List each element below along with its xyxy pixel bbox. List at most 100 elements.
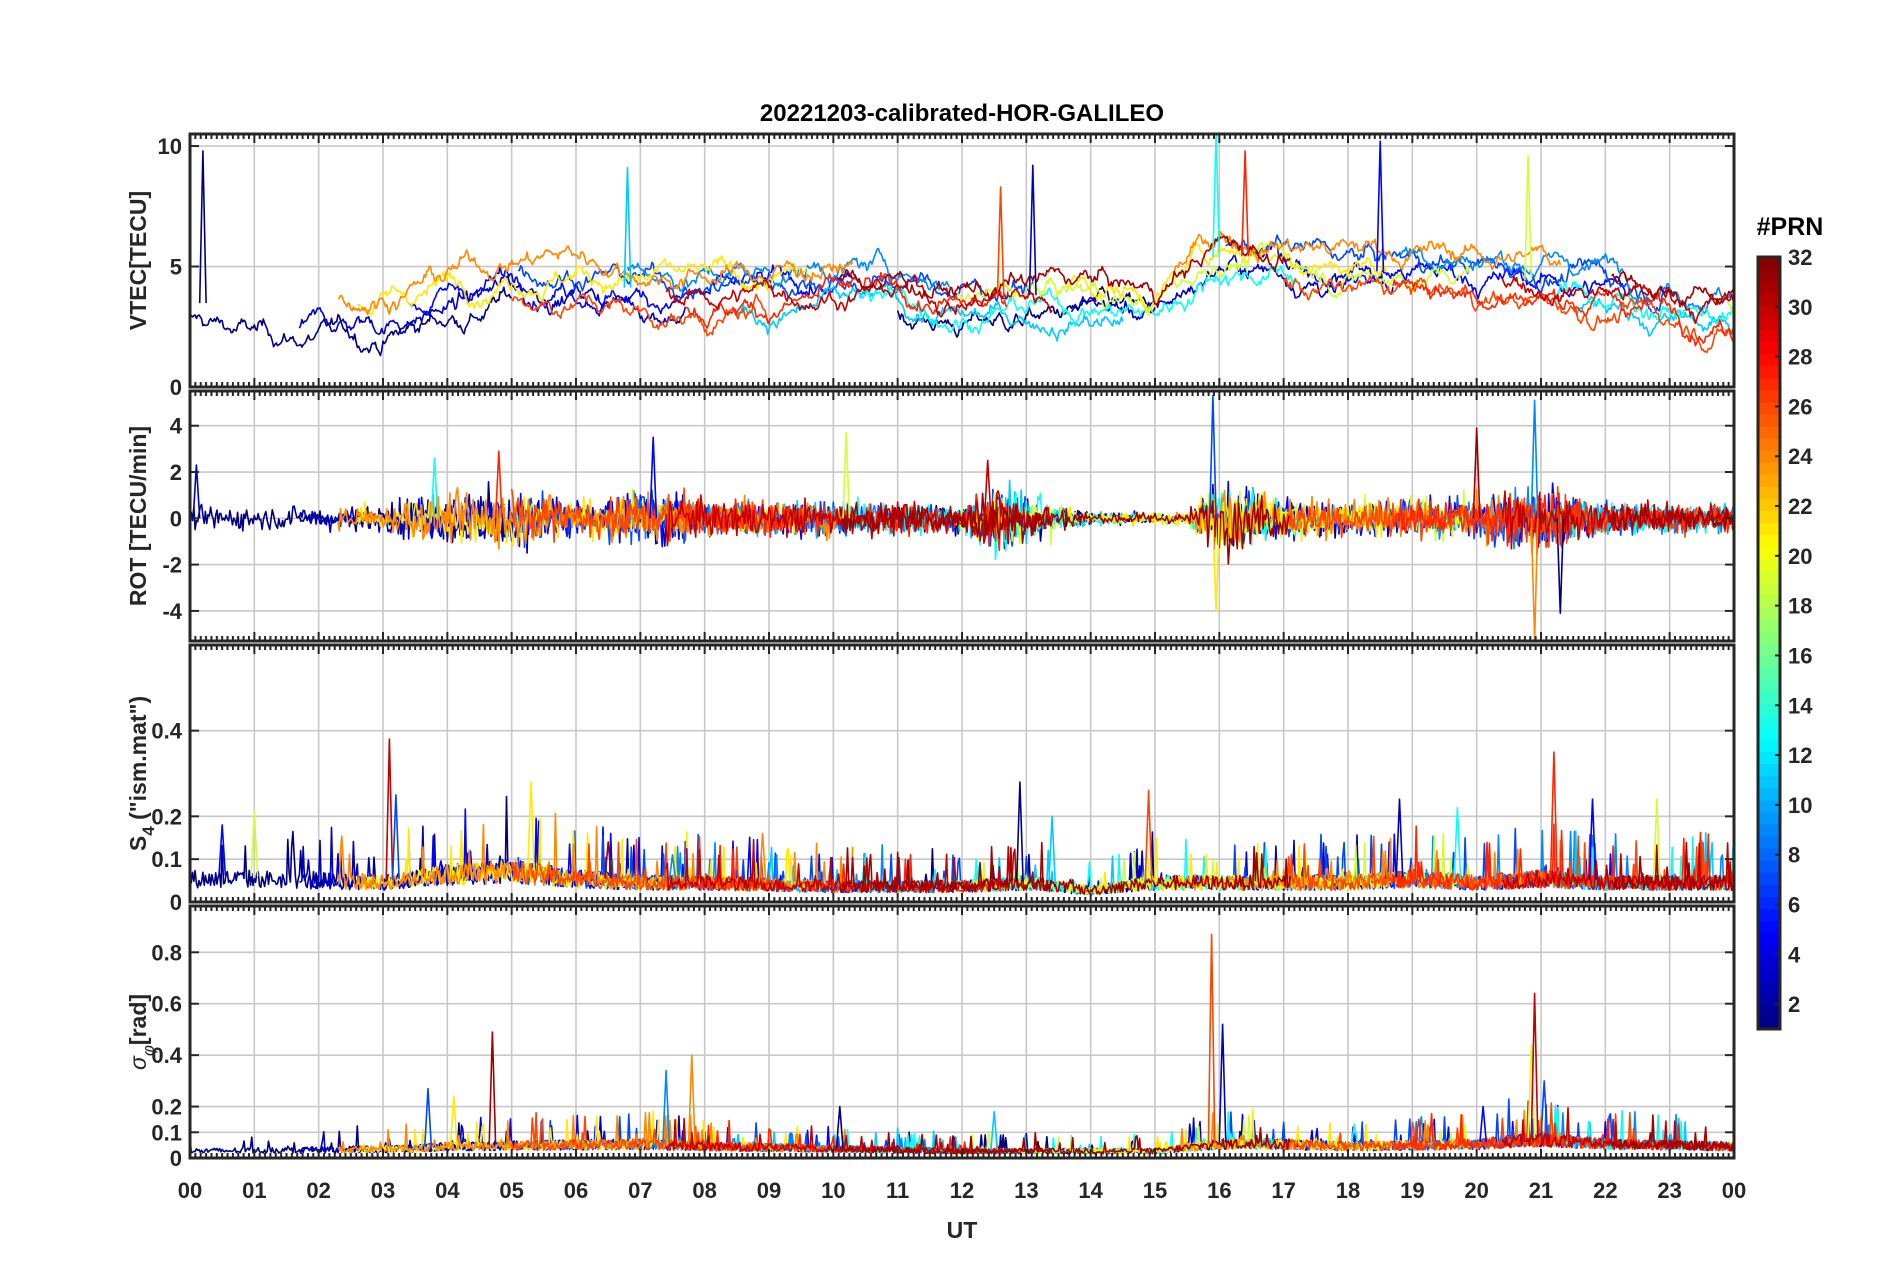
sigphi-y-tick-label: 0.1 [151, 1120, 182, 1145]
colorbar-segment [1758, 353, 1780, 367]
colorbar-segment [1758, 908, 1780, 922]
prn-13-trace [845, 264, 1734, 335]
peak-trace [842, 431, 851, 519]
s4-y-tick-label: 0.1 [151, 847, 182, 872]
prn-31-trace [839, 235, 1734, 306]
x-tick-label: 20 [1464, 1178, 1488, 1203]
peak-trace [1015, 781, 1024, 882]
colorbar-tick-label: 30 [1788, 295, 1812, 320]
colorbar-tick-label: 2 [1788, 992, 1800, 1017]
colorbar-segment [1758, 437, 1780, 451]
colorbar-segment [1758, 775, 1780, 789]
colorbar-segment [1758, 679, 1780, 692]
prn-1-trace [190, 285, 1156, 357]
peak-trace [192, 464, 201, 519]
colorbar-segment [1758, 510, 1780, 523]
colorbar-segment [1758, 980, 1780, 994]
colorbar-segment [1758, 703, 1780, 716]
peak-trace [1241, 150, 1250, 257]
colorbar-segment [1758, 269, 1780, 282]
colorbar-segment [1758, 474, 1780, 487]
colorbar-segment [1758, 860, 1780, 873]
s4-traces [190, 738, 1734, 896]
x-tick-label: 04 [435, 1178, 460, 1203]
peak-trace [758, 832, 767, 883]
colorbar-segment [1758, 257, 1780, 270]
peak-trace [990, 1110, 999, 1151]
peak-trace [198, 150, 207, 304]
colorbar-segment [1758, 727, 1780, 741]
sigphi-y-tick-label: 0 [170, 1146, 182, 1171]
colorbar-tick-label: 26 [1788, 394, 1812, 419]
colorbar-segment [1758, 799, 1780, 813]
vtec-y-tick-label: 5 [170, 255, 182, 280]
x-tick-labels: 00 01 02 03 04 05 06 07 08 09 10 11 12 13 14 15 16 17 18 19… [178, 1178, 1746, 1203]
colorbar-segment [1758, 594, 1780, 608]
x-tick-label: 16 [1207, 1178, 1231, 1203]
panel-rot: -4 -2 0 2 4 ROT [TECU/min] [125, 389, 1736, 643]
peak-trace [996, 186, 1005, 298]
colorbar-tick-label: 12 [1788, 743, 1812, 768]
peak-trace [1218, 1023, 1227, 1143]
colorbar-tick-label: 32 [1788, 245, 1812, 270]
colorbar-segment [1758, 570, 1780, 584]
colorbar-tick-label: 4 [1788, 942, 1801, 967]
colorbar-segment [1758, 992, 1780, 1006]
panel-s4: 0 0.1 0.2 0.4S4 ("ism.mat") [125, 643, 1736, 915]
peak-trace [1144, 789, 1153, 882]
colorbar-segment [1758, 932, 1780, 946]
panel-sigphi: 00.10.2 0.4 0.6 0.8 σφ[rad] [125, 904, 1736, 1171]
colorbar-segment [1758, 450, 1780, 463]
s4-y-tick-label: 0.2 [151, 804, 182, 829]
peak-trace [835, 1105, 844, 1148]
colorbar-tick-label: 14 [1788, 693, 1813, 718]
sigphi-y-axis-label: σφ[rad] [125, 994, 158, 1070]
peak-trace [1208, 394, 1217, 519]
colorbar-segment [1758, 425, 1780, 439]
colorbar-segment [1758, 944, 1780, 958]
peak-trace [1479, 1105, 1488, 1143]
peak-trace [1350, 1123, 1359, 1146]
colorbar-title: #PRN [1757, 213, 1824, 241]
colorbar-segment [1758, 329, 1780, 343]
peak-trace [1212, 134, 1221, 258]
peak-trace [488, 1031, 497, 1145]
colorbar-segment [1758, 763, 1780, 777]
x-tick-label: 15 [1143, 1178, 1167, 1203]
colorbar-segment [1758, 691, 1780, 704]
colorbar-segment [1758, 655, 1780, 668]
peak-trace [1376, 140, 1385, 272]
peak-trace [1472, 427, 1481, 519]
peak-trace [527, 781, 535, 871]
prn-27-trace [685, 271, 1734, 347]
peak-trace [1588, 798, 1597, 880]
vtec-traces [190, 134, 1734, 357]
prn-31-trace [839, 841, 1734, 895]
peak-trace [1530, 399, 1539, 519]
rot-y-tick-label: 0 [170, 506, 182, 531]
colorbar-segment [1758, 920, 1780, 934]
s4-y-tick-label: 0.4 [151, 719, 182, 744]
colorbar-segment [1758, 486, 1780, 499]
s4-y-tick-label: 0 [170, 890, 182, 915]
peak-trace [1395, 798, 1404, 878]
colorbar-segment [1758, 896, 1780, 909]
colorbar-segment [1758, 643, 1780, 656]
colorbar-tick-label: 22 [1788, 494, 1812, 519]
colorbar-segment [1758, 956, 1780, 970]
vtec-y-tick-label: 10 [158, 134, 182, 159]
rot-y-tick-label: -4 [162, 599, 182, 624]
peak-trace [424, 1087, 433, 1147]
colorbar-segment [1758, 401, 1780, 415]
colorbar-segment [1758, 1004, 1780, 1018]
colorbar-segment [1758, 606, 1780, 620]
x-tick-label: 17 [1271, 1178, 1295, 1203]
sigphi-y-tick-label: 0.4 [151, 1043, 182, 1068]
sigphi-y-tick-label: 0.2 [151, 1095, 182, 1120]
x-tick-label: 14 [1078, 1178, 1103, 1203]
x-tick-label: 02 [306, 1178, 330, 1203]
colorbar-segment [1758, 498, 1780, 511]
sigphi-y-tick-label: 0.6 [151, 992, 182, 1017]
peak-trace [1453, 807, 1462, 880]
colorbar-segment [1758, 462, 1780, 475]
